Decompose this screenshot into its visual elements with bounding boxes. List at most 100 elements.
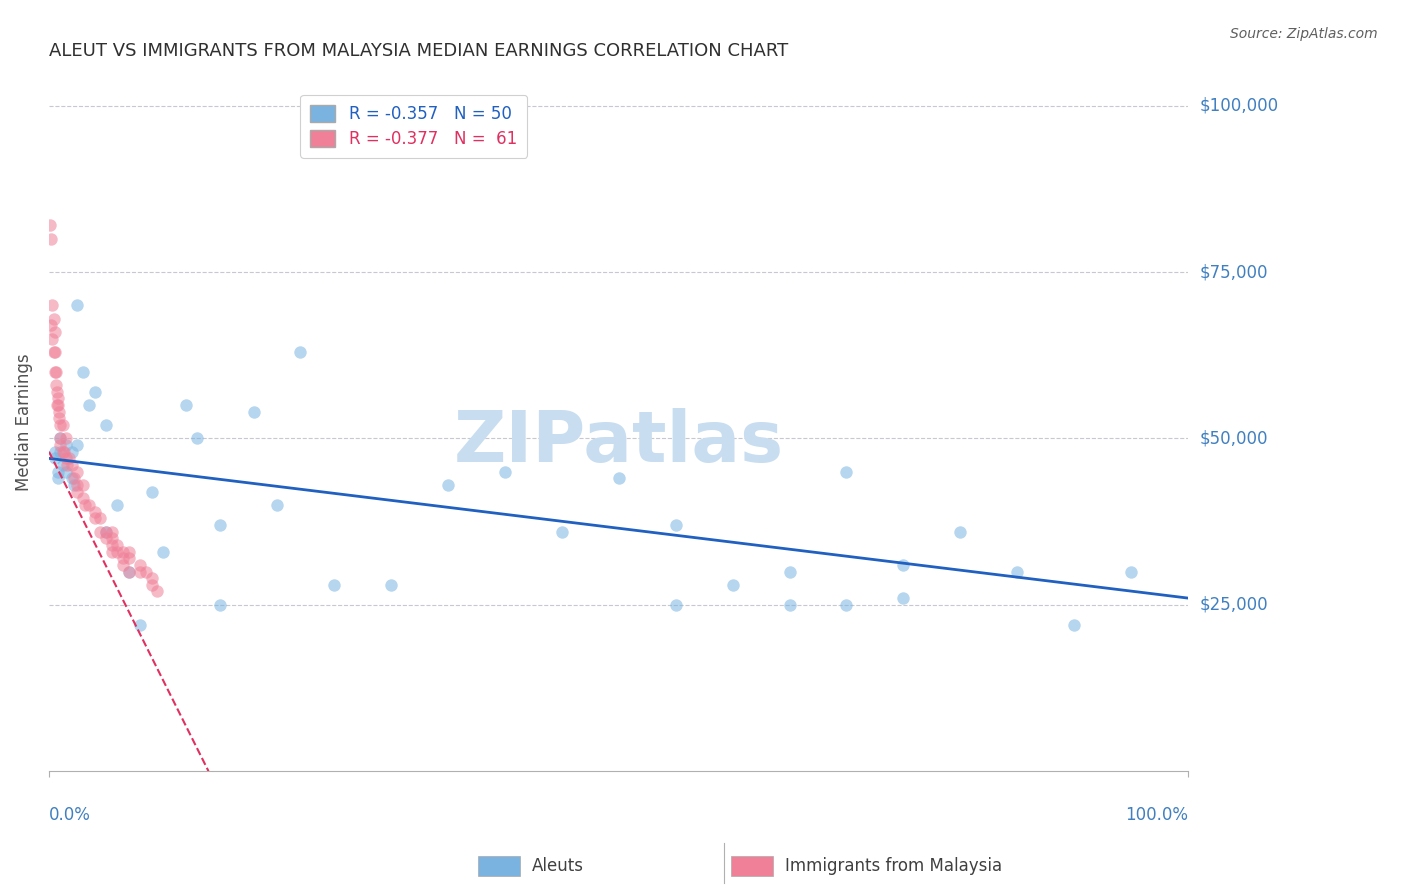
Point xyxy=(322,578,344,592)
Point xyxy=(45,378,67,392)
Point xyxy=(39,318,62,333)
Point xyxy=(1007,565,1029,579)
Point xyxy=(1063,617,1085,632)
Point xyxy=(779,565,801,579)
Point xyxy=(665,517,688,532)
Point xyxy=(83,511,105,525)
Point xyxy=(112,558,135,572)
Point xyxy=(66,438,89,452)
Point xyxy=(60,471,83,485)
Point xyxy=(152,544,174,558)
Point xyxy=(77,498,100,512)
Text: $100,000: $100,000 xyxy=(1199,96,1278,115)
Point xyxy=(63,471,86,485)
Point xyxy=(1121,565,1143,579)
Point xyxy=(100,538,122,552)
Legend: R = -0.357   N = 50, R = -0.377   N =  61: R = -0.357 N = 50, R = -0.377 N = 61 xyxy=(301,95,527,158)
Point xyxy=(893,558,915,572)
Point xyxy=(66,298,89,312)
Point xyxy=(49,438,72,452)
Point xyxy=(52,458,75,472)
Point xyxy=(41,298,63,312)
Point xyxy=(46,398,69,412)
Text: ALEUT VS IMMIGRANTS FROM MALAYSIA MEDIAN EARNINGS CORRELATION CHART: ALEUT VS IMMIGRANTS FROM MALAYSIA MEDIAN… xyxy=(49,42,789,60)
Point xyxy=(380,578,402,592)
Point xyxy=(58,451,80,466)
Point xyxy=(893,591,915,606)
Point xyxy=(63,478,86,492)
Point xyxy=(46,465,69,479)
Point xyxy=(45,365,67,379)
Point xyxy=(49,432,72,446)
Point xyxy=(494,465,516,479)
Point xyxy=(42,345,65,359)
Point xyxy=(49,432,72,446)
Point xyxy=(55,451,77,466)
Point xyxy=(105,498,128,512)
Text: $25,000: $25,000 xyxy=(1199,596,1268,614)
Point xyxy=(129,617,152,632)
Point xyxy=(44,451,66,466)
Point xyxy=(174,398,197,412)
Point xyxy=(146,584,169,599)
Point xyxy=(288,345,311,359)
Point xyxy=(52,444,75,458)
Point xyxy=(44,365,66,379)
Point xyxy=(243,405,266,419)
Point xyxy=(77,398,100,412)
Point xyxy=(665,598,688,612)
Point xyxy=(94,524,117,539)
Point xyxy=(607,471,630,485)
Point xyxy=(72,365,94,379)
Point xyxy=(44,345,66,359)
Point xyxy=(52,444,75,458)
Point xyxy=(129,558,152,572)
Point xyxy=(44,444,66,458)
Point xyxy=(135,565,157,579)
Point xyxy=(83,384,105,399)
Point xyxy=(56,458,79,472)
Point xyxy=(39,219,62,233)
Point xyxy=(118,544,141,558)
Point xyxy=(141,578,163,592)
Point xyxy=(42,311,65,326)
Point xyxy=(105,538,128,552)
Point xyxy=(550,524,572,539)
Point xyxy=(39,232,62,246)
Point xyxy=(89,511,111,525)
Point xyxy=(72,491,94,506)
Point xyxy=(208,598,231,612)
Point xyxy=(66,478,89,492)
Point xyxy=(94,531,117,545)
Point xyxy=(66,484,89,499)
Point xyxy=(41,332,63,346)
Point xyxy=(66,465,89,479)
Point xyxy=(49,418,72,433)
Point xyxy=(835,465,858,479)
Point xyxy=(112,544,135,558)
Point xyxy=(94,418,117,433)
Point xyxy=(721,578,744,592)
Point xyxy=(89,524,111,539)
Point xyxy=(141,484,163,499)
Point xyxy=(105,544,128,558)
Point xyxy=(60,458,83,472)
Point xyxy=(48,411,70,425)
Point xyxy=(48,405,70,419)
Point xyxy=(55,432,77,446)
Point xyxy=(75,498,97,512)
Point xyxy=(100,531,122,545)
Point xyxy=(55,465,77,479)
Point xyxy=(118,565,141,579)
Text: 0.0%: 0.0% xyxy=(49,806,91,824)
Point xyxy=(83,505,105,519)
Point xyxy=(100,544,122,558)
Point xyxy=(52,418,75,433)
Y-axis label: Median Earnings: Median Earnings xyxy=(15,353,32,491)
Point xyxy=(186,432,208,446)
Point xyxy=(129,565,152,579)
Point xyxy=(72,478,94,492)
Text: $75,000: $75,000 xyxy=(1199,263,1268,281)
Point xyxy=(779,598,801,612)
Text: 100.0%: 100.0% xyxy=(1125,806,1188,824)
